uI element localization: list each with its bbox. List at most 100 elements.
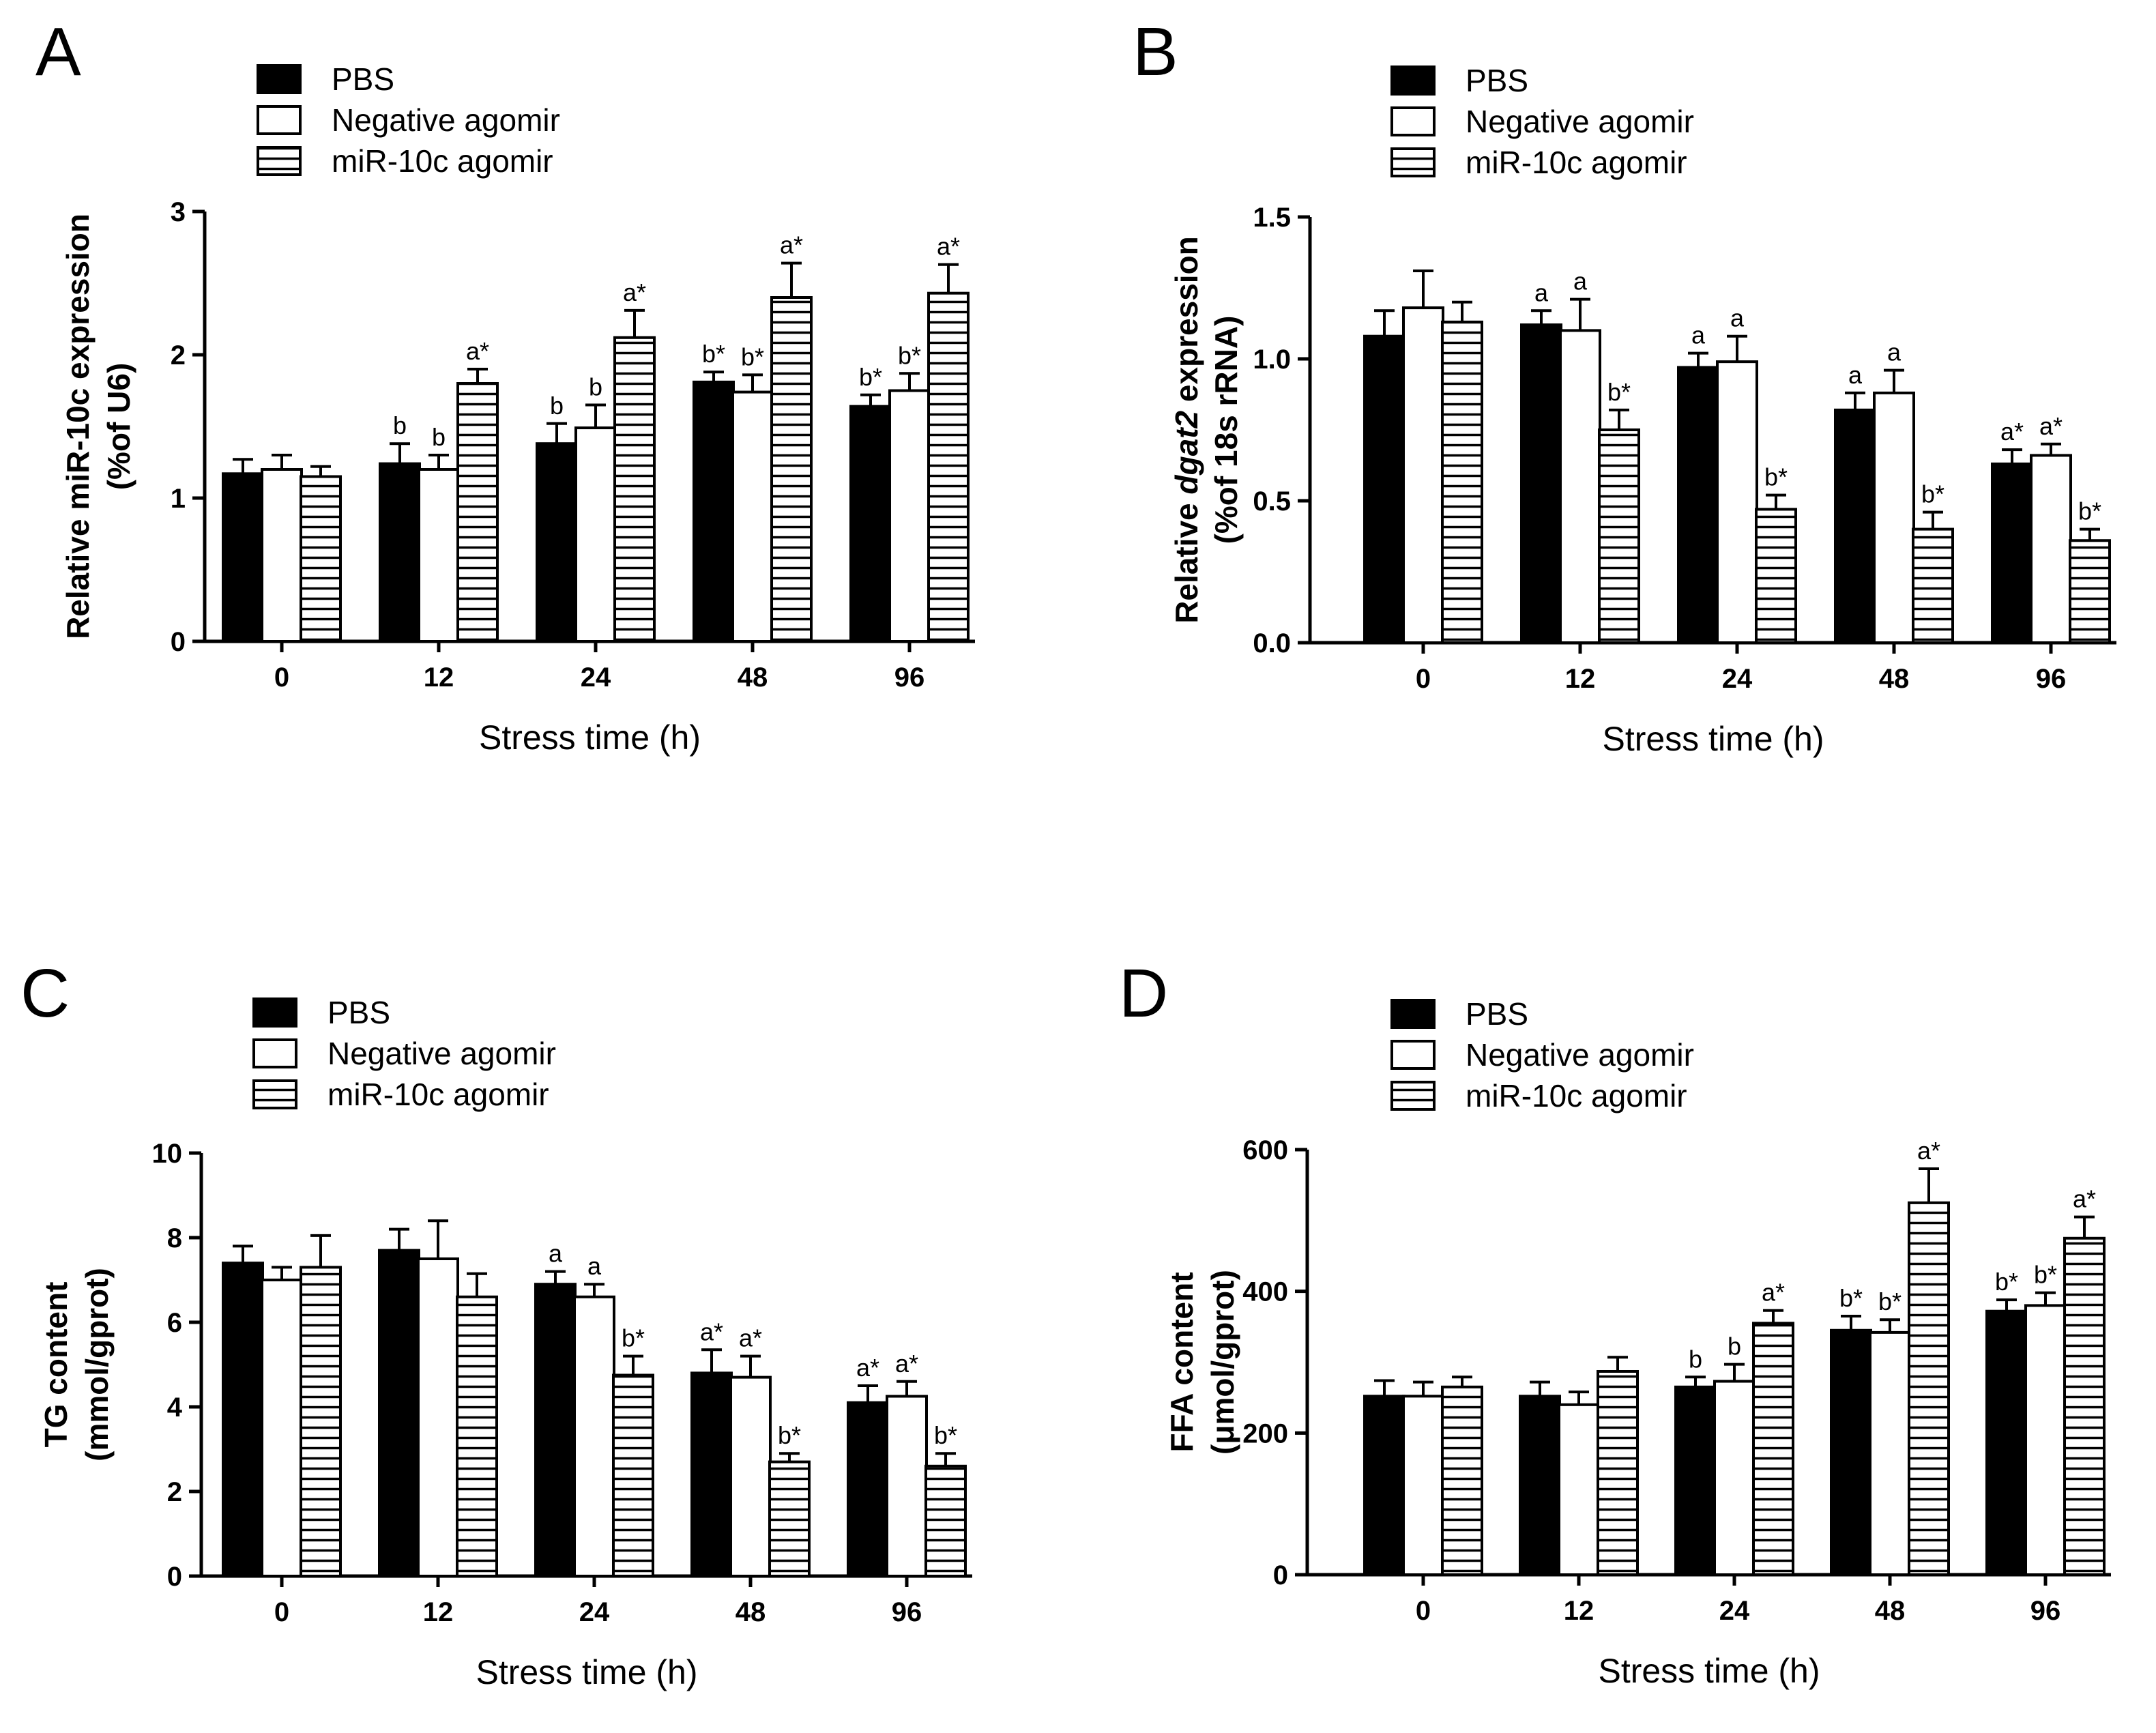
chart-d: D PBS Negative agomir miR-10c agomir 0 200 400…	[1119, 955, 2111, 1690]
x-tick-label-a-3: 48	[738, 662, 768, 693]
y-axis-label-d: FFA content	[1164, 1272, 1199, 1452]
sig-label-a-0-4: b*	[859, 363, 882, 391]
bar-b-1-0	[1402, 306, 1444, 644]
bar-a-2-2	[613, 336, 656, 643]
sig-label-a-2-1: a*	[466, 337, 489, 365]
bar-c-0-3	[690, 1371, 733, 1578]
x-tick-label-c-0: 0	[274, 1597, 289, 1627]
sig-label-a-0-2: b	[550, 392, 564, 420]
sig-label-d-2-4: a*	[2073, 1185, 2096, 1213]
y-axis-label-a: Relative miR-10c expression	[60, 214, 96, 639]
sig-label-b-1-4: a*	[2039, 412, 2063, 440]
x-tick-label-a-0: 0	[274, 662, 289, 693]
legend-swatch-d-0	[1390, 999, 1436, 1029]
legend-label-c-2: miR-10c agomir	[327, 1077, 549, 1112]
legend-label-b-1: Negative agomir	[1466, 104, 1694, 139]
sig-label-b-1-2: a	[1730, 304, 1745, 332]
y-axis-sublabel-c: (mmol/gprot)	[79, 1268, 115, 1461]
sig-label-b-0-2: a	[1691, 321, 1706, 349]
sig-label-b-0-3: a	[1848, 361, 1863, 389]
y-tick-label-c-4: 8	[167, 1223, 182, 1253]
y-tick-label-b-3: 1.5	[1253, 203, 1291, 233]
bar-b-2-0	[1441, 320, 1483, 644]
bar-b-0-2	[1677, 366, 1719, 644]
x-tick-label-d-0: 0	[1416, 1596, 1431, 1626]
legend-label-c-0: PBS	[327, 995, 390, 1030]
y-tick-label-b-1: 0.5	[1253, 486, 1291, 516]
bar-d-0-2	[1674, 1385, 1717, 1576]
bar-c-1-2	[573, 1295, 615, 1577]
panel-b: B PBS Negative agomir miR-10c agomir 0.0 0.5 1…	[1092, 0, 2156, 805]
y-tick-label-d-2: 400	[1242, 1277, 1288, 1307]
bar-a-0-1	[379, 462, 421, 643]
sig-label-d-1-4: b*	[2034, 1261, 2057, 1289]
bar-d-1-4	[2024, 1304, 2067, 1577]
y-tick-label-a-3: 3	[171, 197, 186, 227]
bar-b-1-3	[1873, 391, 1915, 644]
bar-c-1-1	[417, 1257, 459, 1577]
sig-label-c-2-2: b*	[622, 1324, 645, 1352]
panel-letter-d: D	[1119, 955, 1168, 1032]
panel-d: D PBS Negative agomir miR-10c agomir 0 200 400…	[1092, 942, 2156, 1733]
sig-label-a-2-2: a*	[623, 278, 646, 306]
y-tick-label-c-2: 4	[167, 1393, 183, 1423]
bar-d-0-3	[1830, 1328, 1872, 1577]
x-tick-label-a-4: 96	[894, 662, 925, 693]
x-axis-label-b: Stress time (h)	[1602, 720, 1824, 758]
sig-label-c-1-2: a	[587, 1252, 602, 1280]
bar-a-1-1	[418, 468, 460, 643]
sig-label-c-1-4: a*	[895, 1350, 918, 1378]
sig-label-a-0-3: b*	[702, 340, 725, 368]
y-axis-sublabel-a: (%of U6)	[101, 363, 136, 491]
sig-label-d-0-3: b*	[1839, 1284, 1863, 1312]
sig-label-d-1-2: b	[1728, 1332, 1741, 1360]
bar-a-2-3	[770, 296, 813, 643]
bar-a-0-0	[222, 472, 264, 643]
bar-d-2-3	[1908, 1201, 1950, 1576]
y-tick-label-a-1: 1	[171, 484, 186, 514]
chart-b: B PBS Negative agomir miR-10c agomir 0.0 0.5 1…	[1133, 14, 2116, 758]
sig-label-c-2-3: b*	[778, 1421, 801, 1449]
sig-label-b-1-1: a	[1573, 267, 1588, 295]
bar-a-1-0	[261, 468, 303, 643]
x-tick-label-d-1: 12	[1564, 1596, 1594, 1626]
bar-d-1-3	[1869, 1330, 1911, 1576]
y-tick-label-a-0: 0	[171, 627, 186, 657]
bar-c-2-2	[612, 1373, 654, 1577]
legend-swatch-c-0	[252, 997, 297, 1028]
sig-label-b-2-1: b*	[1607, 378, 1631, 406]
y-axis-label-c: TG content	[38, 1282, 74, 1448]
panel-a: A PBS Negative agomir miR-10c agomir 0 1 2 3 0 12…	[0, 0, 1078, 805]
legend-swatch-c-2	[252, 1079, 297, 1109]
sig-label-a-2-4: a*	[937, 233, 960, 261]
sig-label-d-2-2: a*	[1762, 1279, 1785, 1307]
x-tick-label-b-3: 48	[1879, 664, 1910, 694]
x-tick-label-d-3: 48	[1875, 1596, 1906, 1626]
sig-label-a-2-3: a*	[780, 231, 803, 259]
y-tick-label-d-0: 0	[1273, 1560, 1288, 1590]
legend-swatch-b-1	[1390, 106, 1436, 136]
x-tick-label-d-2: 24	[1719, 1596, 1750, 1626]
sig-label-a-1-1: b	[432, 423, 446, 451]
x-tick-label-b-2: 24	[1722, 664, 1753, 694]
x-axis-label-c: Stress time (h)	[476, 1653, 697, 1691]
bar-b-1-4	[2030, 454, 2072, 644]
sig-label-d-1-3: b*	[1878, 1287, 1902, 1315]
y-tick-label-a-2: 2	[171, 340, 186, 370]
bar-c-2-3	[768, 1460, 811, 1577]
x-tick-label-c-2: 24	[579, 1597, 610, 1627]
x-tick-label-b-0: 0	[1416, 664, 1431, 694]
legend-swatch-d-1	[1390, 1040, 1436, 1070]
bar-a-0-3	[693, 380, 735, 643]
y-tick-label-c-3: 6	[167, 1308, 182, 1338]
legend-swatch-d-2	[1390, 1081, 1436, 1111]
y-tick-label-b-0: 0.0	[1253, 628, 1291, 658]
bar-b-2-3	[1912, 527, 1954, 644]
legend-label-c-1: Negative agomir	[327, 1036, 556, 1071]
bar-c-2-4	[924, 1464, 967, 1577]
bar-a-1-2	[574, 426, 617, 643]
bar-b-2-2	[1755, 508, 1797, 644]
